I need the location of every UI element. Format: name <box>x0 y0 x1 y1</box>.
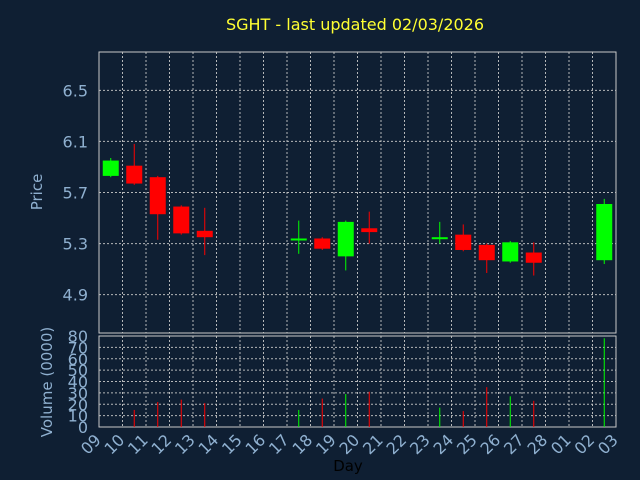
candle-body <box>149 177 166 215</box>
candle-body <box>337 221 354 257</box>
candle-body <box>431 237 448 240</box>
volume-axis-label: Volume (0000) <box>38 327 56 437</box>
volume-tick-label: 70 <box>68 338 88 357</box>
candle-body <box>196 230 213 238</box>
volume-tick-label: 40 <box>68 373 88 392</box>
candle-body <box>478 244 495 261</box>
x-tick-label: 03 <box>594 430 622 458</box>
price-panel: 4.9 5.3 5.7 6.1 6.5 <box>63 51 617 334</box>
x-tick-labels: 0910111213141516171819202122232425262728… <box>77 430 622 458</box>
candle-body <box>173 206 190 234</box>
candle-body <box>502 242 519 262</box>
candle-body <box>455 234 472 250</box>
price-tick-label: 6.5 <box>63 81 88 100</box>
volume-bars <box>133 338 605 427</box>
price-tick-labels: 4.9 5.3 5.7 6.1 6.5 <box>63 81 88 304</box>
price-grid <box>98 52 617 333</box>
candle-body <box>102 160 119 176</box>
price-tick-label: 4.9 <box>63 286 88 305</box>
volume-tick-label: 60 <box>68 350 88 369</box>
x-axis-label: Day <box>333 457 363 475</box>
volume-tick-label: 80 <box>68 327 88 346</box>
candle-body <box>290 238 307 241</box>
price-tick-label: 5.7 <box>63 184 88 203</box>
volume-tick-label: 50 <box>68 361 88 380</box>
volume-tick-label: 20 <box>68 395 88 414</box>
candles <box>102 143 613 276</box>
price-tick-label: 5.3 <box>63 235 88 254</box>
volume-grid <box>98 335 617 428</box>
candle-body <box>525 252 542 263</box>
candle-body <box>126 165 143 184</box>
volume-tick-label: 30 <box>68 384 88 403</box>
price-axis-label: Price <box>28 174 46 211</box>
price-tick-label: 6.1 <box>63 132 88 151</box>
volume-tick-label: 0 <box>78 418 88 437</box>
candle-body <box>361 228 378 233</box>
candle-body <box>596 203 613 261</box>
candle-body <box>314 238 331 249</box>
chart-title: SGHT - last updated 02/03/2026 <box>226 15 484 34</box>
volume-tick-label: 10 <box>68 407 88 426</box>
